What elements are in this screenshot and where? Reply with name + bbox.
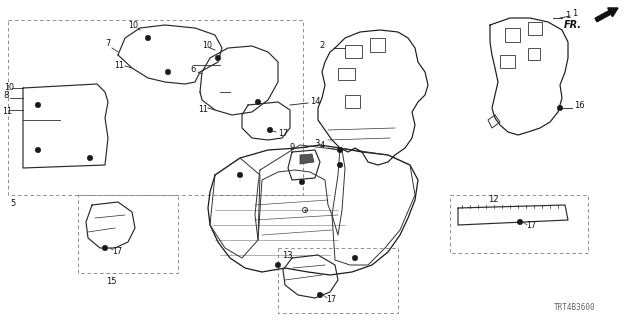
- Text: 12: 12: [488, 196, 499, 204]
- Polygon shape: [338, 68, 355, 80]
- Circle shape: [557, 105, 563, 111]
- Text: 17: 17: [112, 247, 122, 257]
- Text: 2: 2: [320, 41, 325, 50]
- Text: 7: 7: [105, 39, 110, 49]
- Polygon shape: [500, 55, 515, 68]
- Circle shape: [102, 245, 108, 251]
- Text: 1: 1: [572, 10, 577, 19]
- Text: 17: 17: [326, 294, 336, 303]
- Circle shape: [268, 127, 273, 133]
- Text: TRT4B3600: TRT4B3600: [554, 303, 596, 313]
- Circle shape: [145, 35, 151, 41]
- Polygon shape: [300, 154, 314, 164]
- Circle shape: [275, 262, 281, 268]
- Text: 13: 13: [282, 251, 292, 260]
- Circle shape: [215, 55, 221, 61]
- Circle shape: [300, 179, 305, 185]
- Circle shape: [517, 219, 523, 225]
- Polygon shape: [345, 45, 362, 58]
- Circle shape: [255, 99, 261, 105]
- Polygon shape: [345, 95, 360, 108]
- Text: 14: 14: [310, 97, 321, 106]
- Circle shape: [337, 147, 343, 153]
- Text: 15: 15: [106, 276, 116, 285]
- Circle shape: [35, 147, 41, 153]
- Circle shape: [237, 172, 243, 178]
- Text: 17: 17: [278, 129, 288, 138]
- Text: 1: 1: [565, 12, 570, 20]
- Circle shape: [87, 155, 93, 161]
- Text: 17: 17: [526, 221, 536, 230]
- Polygon shape: [528, 48, 540, 60]
- Circle shape: [317, 292, 323, 298]
- Text: 9: 9: [290, 143, 295, 153]
- Text: 3: 3: [314, 140, 319, 148]
- Text: 11: 11: [114, 61, 124, 70]
- Polygon shape: [528, 22, 542, 35]
- Text: 6: 6: [190, 66, 195, 75]
- Circle shape: [303, 207, 307, 212]
- Circle shape: [337, 162, 343, 168]
- Circle shape: [352, 255, 358, 261]
- Text: 10: 10: [128, 20, 138, 29]
- Text: 10: 10: [4, 84, 14, 92]
- Circle shape: [35, 102, 41, 108]
- Text: 11: 11: [198, 106, 208, 115]
- Text: 11: 11: [2, 108, 12, 116]
- Polygon shape: [370, 38, 385, 52]
- Polygon shape: [505, 28, 520, 42]
- Text: 16: 16: [574, 101, 584, 110]
- Circle shape: [165, 69, 171, 75]
- Text: FR.: FR.: [564, 20, 582, 30]
- Text: 8: 8: [3, 92, 8, 100]
- Text: 5: 5: [10, 198, 15, 207]
- FancyArrow shape: [595, 8, 618, 22]
- Text: 4: 4: [320, 141, 325, 150]
- Text: 10: 10: [202, 42, 212, 51]
